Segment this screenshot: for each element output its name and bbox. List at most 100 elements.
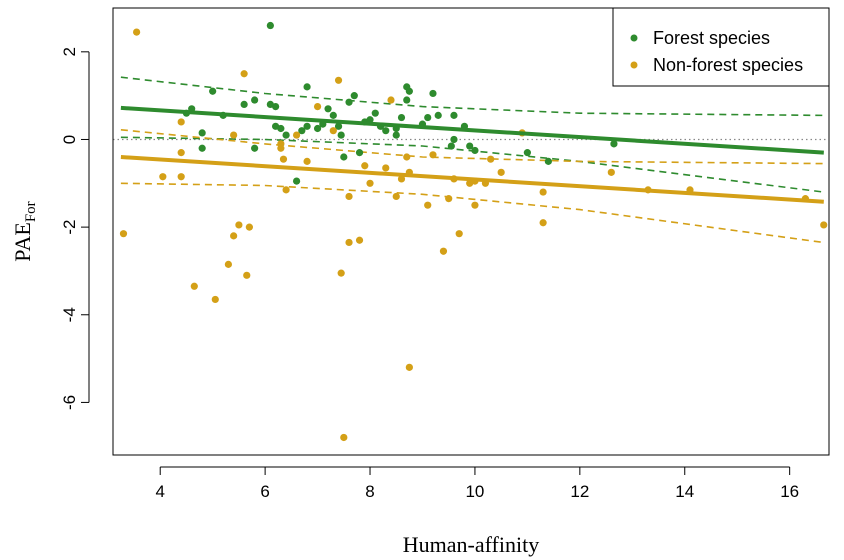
data-point-forest — [366, 116, 374, 124]
data-point-nonforest — [177, 173, 185, 181]
plot-frame — [112, 7, 830, 456]
axes-layer: 4 6 8 10 12 14 16 2 0 -2 -4 -6 — [60, 47, 799, 501]
data-point-nonforest — [133, 28, 141, 36]
legend-label-forest: Forest species — [653, 28, 770, 48]
data-point-nonforest — [334, 76, 343, 84]
data-point-nonforest — [355, 236, 364, 244]
confidence-lower-nonforest — [120, 182, 824, 244]
data-point-forest — [251, 96, 259, 104]
data-point-forest — [209, 87, 217, 95]
data-point-nonforest — [119, 230, 128, 238]
data-point-nonforest — [243, 271, 251, 279]
data-point-nonforest — [539, 219, 547, 227]
data-point-nonforest — [439, 247, 448, 255]
legend: Forest species Non-forest species — [612, 7, 830, 87]
legend-marker-nonforest — [630, 61, 638, 69]
x-axis-title: Human-affinity — [403, 532, 539, 557]
data-point-forest — [544, 157, 552, 165]
data-point-forest — [403, 96, 411, 104]
data-point-nonforest — [159, 173, 167, 181]
data-point-forest — [240, 100, 248, 109]
x-tick-label: 4 — [155, 482, 164, 501]
data-point-layer — [119, 21, 828, 442]
data-point-nonforest — [277, 144, 285, 152]
data-point-forest — [282, 131, 290, 139]
data-point-forest — [251, 144, 259, 152]
data-point-nonforest — [329, 127, 337, 135]
data-point-forest — [272, 103, 280, 111]
y-tick-label: -2 — [60, 220, 79, 235]
data-point-forest — [277, 124, 285, 133]
data-point-forest — [350, 92, 358, 100]
data-point-forest — [340, 153, 348, 161]
confidence-upper-nonforest — [120, 129, 824, 165]
data-point-forest — [466, 142, 474, 150]
data-point-nonforest — [190, 282, 198, 290]
data-point-nonforest — [387, 96, 395, 104]
data-point-nonforest — [445, 195, 453, 203]
x-tick-label: 14 — [675, 482, 694, 501]
data-point-nonforest — [279, 155, 288, 163]
y-tick-label: 2 — [60, 47, 79, 56]
y-tick-label: -4 — [60, 307, 79, 322]
data-point-nonforest — [382, 164, 390, 172]
data-point-forest — [329, 111, 337, 119]
data-point-nonforest — [177, 149, 185, 157]
data-point-nonforest — [820, 221, 828, 229]
data-point-nonforest — [337, 269, 345, 277]
data-point-forest — [434, 111, 442, 119]
data-point-nonforest — [292, 131, 301, 139]
data-point-forest — [303, 83, 311, 91]
data-point-nonforest — [230, 131, 238, 139]
data-point-forest — [424, 113, 432, 122]
data-point-forest — [198, 129, 206, 137]
confidence-upper-forest — [120, 76, 824, 117]
data-point-forest — [355, 149, 364, 157]
data-point-forest — [345, 98, 353, 106]
y-tick-label: 0 — [60, 135, 79, 144]
data-point-forest — [392, 131, 400, 139]
data-point-forest — [450, 111, 458, 119]
data-point-nonforest — [607, 168, 615, 176]
x-tick-label: 12 — [570, 482, 589, 501]
data-point-forest — [429, 89, 437, 98]
fit-line-nonforest — [120, 155, 824, 204]
data-point-nonforest — [211, 295, 219, 304]
data-point-forest — [313, 124, 322, 133]
data-point-forest — [371, 109, 379, 117]
data-point-nonforest — [177, 118, 185, 126]
data-point-nonforest — [240, 70, 248, 78]
data-point-forest — [324, 105, 332, 113]
x-tick-label: 10 — [465, 482, 484, 501]
data-point-nonforest — [429, 151, 437, 159]
y-axis-title: PAEFor — [10, 201, 39, 261]
data-point-forest — [382, 127, 390, 135]
fit-line-layer — [120, 105, 824, 204]
data-point-forest — [292, 177, 301, 185]
data-point-nonforest — [403, 153, 411, 161]
legend-marker-forest — [630, 34, 638, 42]
x-tick-label: 16 — [780, 482, 799, 501]
data-point-nonforest — [471, 201, 479, 209]
data-point-nonforest — [345, 238, 353, 247]
data-point-nonforest — [487, 155, 495, 163]
y-axis-title-subscript: For — [23, 201, 39, 222]
data-point-forest — [337, 131, 345, 139]
data-point-forest — [266, 21, 274, 30]
data-point-nonforest — [235, 221, 243, 229]
data-point-forest — [610, 140, 618, 148]
data-point-forest — [405, 87, 413, 95]
data-point-nonforest — [539, 188, 547, 196]
data-point-nonforest — [245, 223, 253, 231]
x-tick-label: 8 — [365, 482, 374, 501]
data-point-nonforest — [366, 179, 374, 187]
data-point-nonforest — [361, 162, 369, 170]
fit-line-forest — [120, 105, 824, 155]
data-point-nonforest — [345, 192, 353, 201]
data-point-forest — [303, 122, 311, 130]
data-point-nonforest — [340, 433, 348, 442]
data-point-nonforest — [455, 230, 463, 238]
y-tick-label: -6 — [60, 395, 79, 410]
data-point-forest — [334, 122, 343, 130]
